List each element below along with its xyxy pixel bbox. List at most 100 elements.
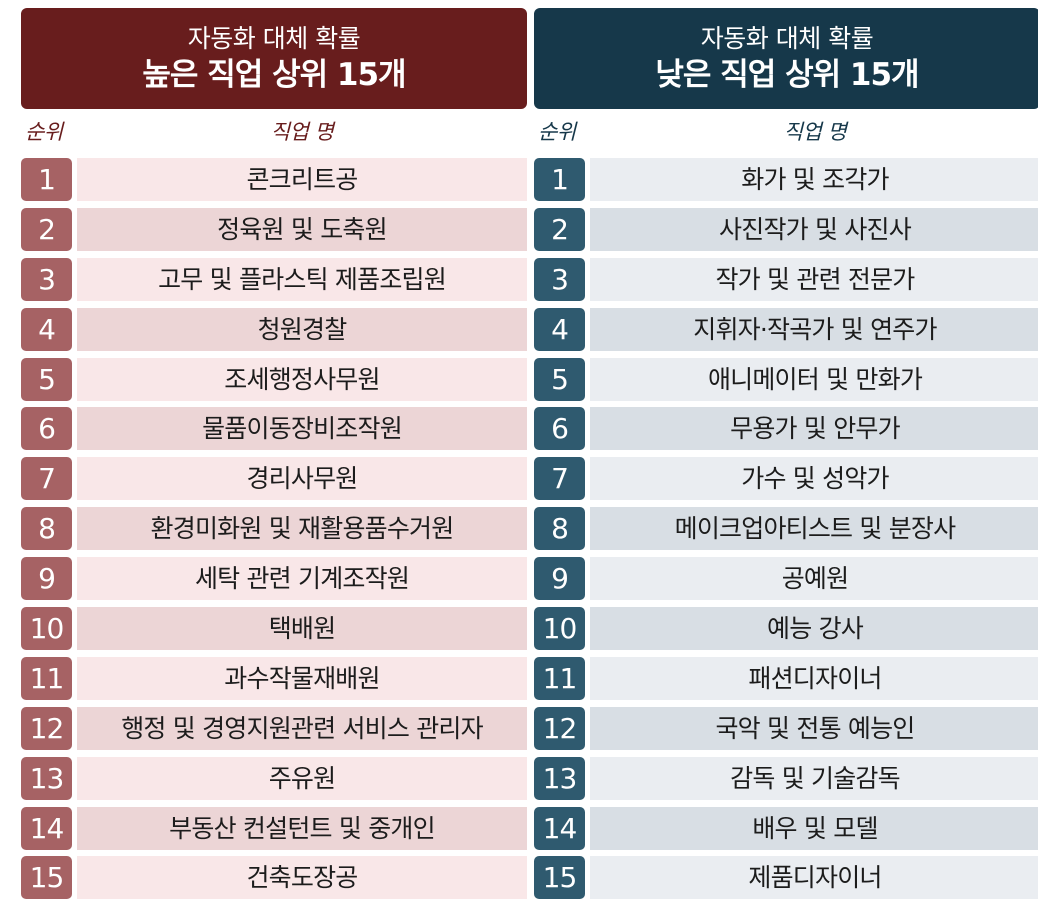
occupation-name: 메이크업아티스트 및 분장사 bbox=[590, 507, 1038, 551]
occupation-name: 부동산 컨설턴트 및 중개인 bbox=[77, 806, 527, 850]
table-row: 11 패션디자이너 bbox=[534, 654, 1038, 704]
occupation-name: 지휘자·작곡가 및 연주가 bbox=[590, 307, 1038, 351]
rank-badge: 3 bbox=[21, 257, 72, 301]
table-row: 5 조세행정사무원 bbox=[21, 355, 527, 405]
occupation-name: 화가 및 조각가 bbox=[590, 158, 1038, 201]
rank-badge: 10 bbox=[534, 607, 585, 651]
occupation-name: 사진작가 및 사진사 bbox=[590, 207, 1038, 251]
table-row: 7 가수 및 성악가 bbox=[534, 454, 1038, 504]
rank-badge: 11 bbox=[534, 656, 585, 700]
low-risk-header: 자동화 대체 확률 낮은 직업 상위 15개 bbox=[534, 8, 1038, 109]
table-row: 3 고무 및 플라스틱 제품조립원 bbox=[21, 255, 527, 305]
table-row: 12 국악 및 전통 예능인 bbox=[534, 704, 1038, 754]
table-row: 4 지휘자·작곡가 및 연주가 bbox=[534, 305, 1038, 355]
rank-badge: 14 bbox=[534, 806, 585, 850]
table-row: 3 작가 및 관련 전문가 bbox=[534, 255, 1038, 305]
rank-badge: 2 bbox=[21, 207, 72, 251]
table-row: 15 제품디자이너 bbox=[534, 853, 1038, 903]
rank-badge: 10 bbox=[21, 607, 72, 651]
high-risk-title-line2: 높은 직업 상위 15개 bbox=[142, 57, 406, 93]
rank-badge: 9 bbox=[534, 557, 585, 601]
occupation-name: 제품디자이너 bbox=[590, 856, 1038, 900]
high-risk-header: 자동화 대체 확률 높은 직업 상위 15개 bbox=[21, 8, 527, 109]
table-row: 6 물품이동장비조작원 bbox=[21, 404, 527, 454]
table-row: 1 화가 및 조각가 bbox=[534, 155, 1038, 205]
rank-badge: 3 bbox=[534, 257, 585, 301]
table-row: 7 경리사무원 bbox=[21, 454, 527, 504]
table-row: 10 예능 강사 bbox=[534, 604, 1038, 654]
table-row: 15 건축도장공 bbox=[21, 853, 527, 903]
occupation-name: 작가 및 관련 전문가 bbox=[590, 257, 1038, 301]
low-risk-title-line2: 낮은 직업 상위 15개 bbox=[655, 57, 919, 93]
table-row: 5 애니메이터 및 만화가 bbox=[534, 355, 1038, 405]
rank-badge: 1 bbox=[534, 158, 585, 201]
occupation-name: 공예원 bbox=[590, 557, 1038, 601]
rank-badge: 12 bbox=[21, 706, 72, 750]
rank-badge: 12 bbox=[534, 706, 585, 750]
rank-badge: 4 bbox=[534, 307, 585, 351]
table-row: 9 세탁 관련 기계조작원 bbox=[21, 554, 527, 604]
occupation-name: 감독 및 기술감독 bbox=[590, 756, 1038, 800]
high-risk-title-line1: 자동화 대체 확률 bbox=[187, 24, 361, 53]
rank-badge: 11 bbox=[21, 656, 72, 700]
occupation-name: 가수 및 성악가 bbox=[590, 457, 1038, 501]
rank-badge: 6 bbox=[534, 407, 585, 451]
table-row: 8 환경미화원 및 재활용품수거원 bbox=[21, 504, 527, 554]
occupation-name: 예능 강사 bbox=[590, 607, 1038, 651]
occupation-name: 고무 및 플라스틱 제품조립원 bbox=[77, 257, 527, 301]
table-row: 11 과수작물재배원 bbox=[21, 654, 527, 704]
low-risk-column-header: 순위 직업 명 bbox=[534, 109, 1038, 155]
occupation-name: 애니메이터 및 만화가 bbox=[590, 357, 1038, 401]
rank-badge: 4 bbox=[21, 307, 72, 351]
high-risk-rows: 1 콘크리트공 2 정육원 및 도축원 3 고무 및 플라스틱 제품조립원 4 청원경찰 5 조세… bbox=[21, 155, 527, 903]
occupation-name: 무용가 및 안무가 bbox=[590, 407, 1038, 451]
rank-badge: 9 bbox=[21, 557, 72, 601]
rank-badge: 1 bbox=[21, 158, 72, 201]
occupation-name: 청원경찰 bbox=[77, 307, 527, 351]
table-row: 2 사진작가 및 사진사 bbox=[534, 205, 1038, 255]
table-row: 1 콘크리트공 bbox=[21, 155, 527, 205]
rank-badge: 2 bbox=[534, 207, 585, 251]
table-row: 10 택배원 bbox=[21, 604, 527, 654]
occupation-name: 세탁 관련 기계조작원 bbox=[77, 557, 527, 601]
rank-badge: 5 bbox=[21, 357, 72, 401]
table-row: 14 부동산 컨설턴트 및 중개인 bbox=[21, 804, 527, 854]
rank-column-label: 순위 bbox=[538, 120, 576, 144]
occupation-name: 배우 및 모델 bbox=[590, 806, 1038, 850]
table-row: 8 메이크업아티스트 및 분장사 bbox=[534, 504, 1038, 554]
rank-badge: 13 bbox=[21, 756, 72, 800]
occupation-name: 과수작물재배원 bbox=[77, 656, 527, 700]
table-row: 13 감독 및 기술감독 bbox=[534, 754, 1038, 804]
occupation-name: 택배원 bbox=[77, 607, 527, 651]
occupation-name: 물품이동장비조작원 bbox=[77, 407, 527, 451]
low-risk-panel: 자동화 대체 확률 낮은 직업 상위 15개 순위 직업 명 1 화가 및 조각가… bbox=[534, 8, 1038, 903]
occupation-name: 환경미화원 및 재활용품수거원 bbox=[77, 507, 527, 551]
occupation-name: 경리사무원 bbox=[77, 457, 527, 501]
rank-badge: 15 bbox=[534, 856, 585, 900]
table-row: 12 행정 및 경영지원관련 서비스 관리자 bbox=[21, 704, 527, 754]
rank-badge: 8 bbox=[534, 507, 585, 551]
high-risk-column-header: 순위 직업 명 bbox=[21, 109, 527, 155]
occupation-column-label: 직업 명 bbox=[783, 120, 847, 144]
occupation-name: 주유원 bbox=[77, 756, 527, 800]
rank-badge: 5 bbox=[534, 357, 585, 401]
rank-badge: 15 bbox=[21, 856, 72, 900]
high-risk-panel: 자동화 대체 확률 높은 직업 상위 15개 순위 직업 명 1 콘크리트공 2 정육… bbox=[21, 8, 527, 903]
table-row: 13 주유원 bbox=[21, 754, 527, 804]
occupation-name: 콘크리트공 bbox=[77, 158, 527, 201]
low-risk-rows: 1 화가 및 조각가 2 사진작가 및 사진사 3 작가 및 관련 전문가 4 지휘자·작곡가… bbox=[534, 155, 1038, 903]
occupation-name: 행정 및 경영지원관련 서비스 관리자 bbox=[77, 706, 527, 750]
table-row: 9 공예원 bbox=[534, 554, 1038, 604]
rank-badge: 13 bbox=[534, 756, 585, 800]
table-row: 4 청원경찰 bbox=[21, 305, 527, 355]
occupation-column-label: 직업 명 bbox=[270, 120, 334, 144]
rank-badge: 7 bbox=[21, 457, 72, 501]
rank-badge: 14 bbox=[21, 806, 72, 850]
low-risk-title-line1: 자동화 대체 확률 bbox=[700, 24, 874, 53]
occupation-name: 패션디자이너 bbox=[590, 656, 1038, 700]
table-row: 2 정육원 및 도축원 bbox=[21, 205, 527, 255]
rank-badge: 7 bbox=[534, 457, 585, 501]
occupation-name: 국악 및 전통 예능인 bbox=[590, 706, 1038, 750]
occupation-name: 정육원 및 도축원 bbox=[77, 207, 527, 251]
occupation-name: 조세행정사무원 bbox=[77, 357, 527, 401]
